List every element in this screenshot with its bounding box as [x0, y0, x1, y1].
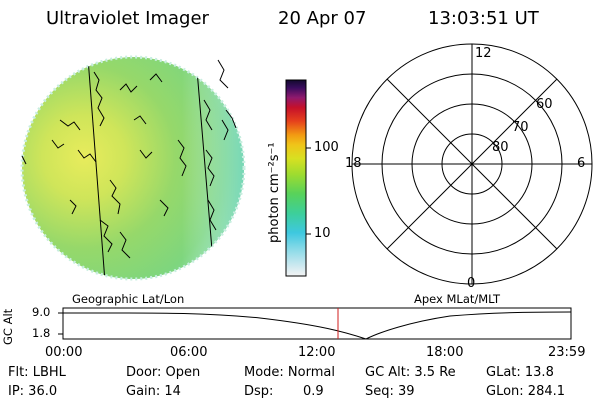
glon-status: GLon: 284.1 [486, 384, 566, 399]
time-tick-0000: 00:00 [45, 345, 83, 360]
door-status: Door: Open [126, 365, 201, 380]
colorbar-tick-10: 10 [314, 226, 331, 241]
date-label: 20 Apr 07 [278, 8, 367, 29]
gc-alt-axis-label: GC Alt [1, 308, 15, 345]
geographic-latlon-label: Geographic Lat/Lon [72, 292, 185, 306]
glat-status: GLat: 13.8 [486, 365, 554, 380]
ip-status: IP: 36.0 [8, 384, 58, 399]
colorbar-tick-100: 100 [314, 140, 339, 155]
time-tick-1800: 18:00 [426, 345, 464, 360]
altitude-timeline [58, 307, 572, 340]
mode-status: Mode: Normal [244, 365, 335, 380]
mlt-label-12: 12 [475, 46, 492, 61]
mlat-label-60: 60 [536, 97, 553, 112]
dsp-value: 0.9 [303, 384, 324, 399]
time-tick-1200: 12:00 [298, 345, 336, 360]
time-label: 13:03:51 UT [428, 8, 539, 29]
instrument-title: Ultraviolet Imager [46, 8, 209, 29]
mlat-label-80: 80 [492, 140, 509, 155]
gain-status: Gain: 14 [126, 384, 181, 399]
time-tick-2359: 23:59 [548, 345, 586, 360]
mlt-label-18: 18 [345, 156, 362, 171]
colorbar-unit-label: photon cm⁻²s⁻¹ [267, 142, 282, 243]
mlt-label-0: 0 [467, 276, 476, 291]
dsp-label: Dsp: [244, 384, 274, 399]
filter-status: Flt: LBHL [8, 365, 66, 380]
gc-alt-tick-9: 9.0 [32, 305, 51, 319]
gc-alt-status: GC Alt: 3.5 Re [365, 365, 456, 380]
mlt-label-6: 6 [577, 156, 586, 171]
polar-mlat-mlt-grid [351, 43, 593, 285]
seq-status: Seq: 39 [365, 384, 415, 399]
intensity-colorbar [285, 79, 311, 277]
time-tick-0600: 06:00 [170, 345, 208, 360]
gc-alt-tick-1-8: 1.8 [32, 326, 51, 340]
apex-mlat-mlt-label: Apex MLat/MLT [414, 292, 501, 306]
uv-image-disk [20, 55, 246, 281]
mlat-label-70: 70 [512, 120, 529, 135]
